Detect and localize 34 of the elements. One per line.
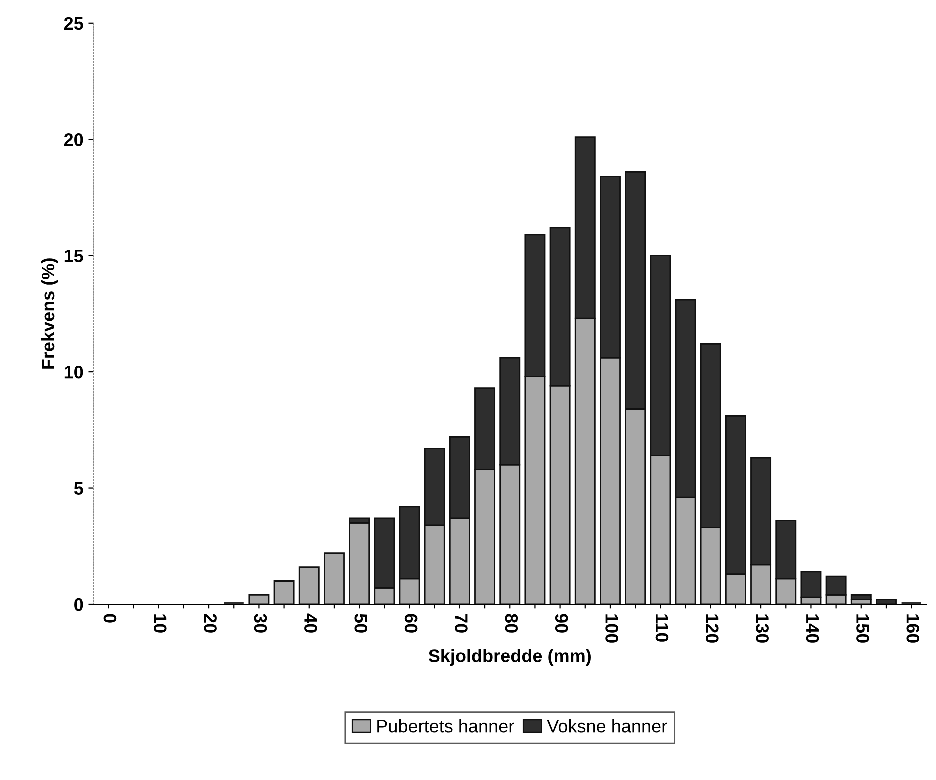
- bar: [876, 599, 897, 604]
- x-tick-label: 150: [856, 614, 870, 643]
- y-tick-label: 5: [74, 482, 84, 495]
- y-tick-label: 15: [64, 250, 84, 263]
- x-tick-label: 10: [154, 614, 167, 633]
- y-tick-label: 10: [64, 366, 84, 379]
- legend-label: Pubertets hanner: [378, 720, 514, 733]
- x-tick-label: 70: [455, 614, 468, 633]
- x-tick-label: 60: [404, 614, 418, 633]
- x-tick-label: 50: [354, 614, 368, 633]
- x-tick-label: 90: [555, 614, 568, 633]
- x-tick-label: 130: [756, 614, 769, 643]
- x-tick-label: 160: [906, 614, 920, 643]
- x-tick-label: 30: [254, 614, 268, 633]
- x-tick-label: 80: [505, 614, 518, 633]
- x-axis-title: Skjoldbredde (mm): [428, 649, 591, 666]
- y-tick-label: 0: [74, 598, 84, 612]
- x-tick-label: 0: [104, 614, 117, 623]
- y-axis-title: Frekvens (%): [41, 258, 58, 369]
- bar: [349, 522, 370, 604]
- bar: [274, 580, 295, 604]
- bar: [850, 594, 872, 601]
- x-tick-label: 40: [304, 614, 318, 633]
- y-tick-label: 25: [64, 17, 84, 30]
- x-tick-label: 110: [656, 614, 669, 642]
- legend-label: Voksne hanner: [547, 720, 668, 733]
- bar: [324, 552, 345, 604]
- x-tick-label: 140: [806, 614, 820, 643]
- bar: [248, 594, 270, 604]
- x-tick-label: 120: [706, 614, 719, 643]
- y-tick-label: 20: [64, 134, 84, 146]
- x-tick-label: 20: [204, 614, 217, 633]
- bar: [298, 566, 320, 604]
- x-tick-label: 100: [606, 614, 618, 643]
